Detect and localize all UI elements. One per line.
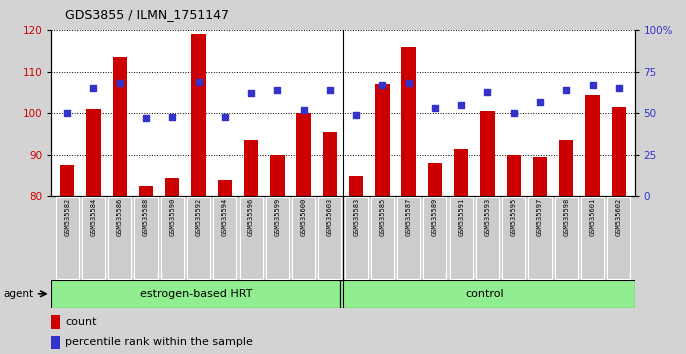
Point <box>377 82 388 88</box>
Text: GDS3855 / ILMN_1751147: GDS3855 / ILMN_1751147 <box>65 8 229 21</box>
Point <box>587 82 598 88</box>
Point <box>88 85 99 91</box>
Point <box>429 105 440 111</box>
Bar <box>51 280 340 308</box>
Text: percentile rank within the sample: percentile rank within the sample <box>65 337 253 348</box>
Bar <box>506 155 521 196</box>
Bar <box>533 157 547 196</box>
Point <box>482 89 493 95</box>
Bar <box>108 197 131 279</box>
Point <box>298 107 309 113</box>
Bar <box>82 197 105 279</box>
Point <box>193 79 204 85</box>
Bar <box>397 197 421 279</box>
Text: control: control <box>466 289 504 299</box>
Bar <box>423 197 447 279</box>
Bar <box>611 107 626 196</box>
Bar <box>165 178 180 196</box>
Bar <box>318 197 342 279</box>
Point <box>508 110 519 116</box>
Bar <box>502 197 525 279</box>
Text: GSM535587: GSM535587 <box>405 198 412 236</box>
Point <box>246 91 257 96</box>
Bar <box>585 95 600 196</box>
Bar <box>113 57 127 196</box>
Text: GSM535598: GSM535598 <box>563 198 569 236</box>
Bar <box>427 163 442 196</box>
Bar <box>401 47 416 196</box>
Text: GSM535603: GSM535603 <box>327 198 333 236</box>
Bar <box>239 197 263 279</box>
Point <box>62 110 73 116</box>
Text: GSM535600: GSM535600 <box>300 198 307 236</box>
Point <box>115 80 126 86</box>
Bar <box>51 336 60 349</box>
Bar <box>322 132 337 196</box>
Bar <box>555 197 578 279</box>
Point <box>351 112 362 118</box>
Bar <box>187 197 210 279</box>
Point <box>560 87 571 93</box>
Point <box>456 102 466 108</box>
Bar <box>217 180 232 196</box>
Bar <box>213 197 237 279</box>
Point <box>272 87 283 93</box>
Bar <box>559 140 573 196</box>
Text: GSM535601: GSM535601 <box>589 198 595 236</box>
Point <box>220 114 230 119</box>
Text: GSM535585: GSM535585 <box>379 198 386 236</box>
Point <box>324 87 335 93</box>
Text: count: count <box>65 317 97 327</box>
Point <box>141 115 152 121</box>
Bar <box>292 197 315 279</box>
Point <box>403 80 414 86</box>
Bar <box>581 197 604 279</box>
Text: GSM535583: GSM535583 <box>353 198 359 236</box>
Text: estrogen-based HRT: estrogen-based HRT <box>140 289 252 299</box>
Bar <box>454 149 469 196</box>
Bar <box>528 197 552 279</box>
Bar <box>340 280 635 308</box>
Text: GSM535590: GSM535590 <box>169 198 175 236</box>
Bar <box>480 111 495 196</box>
Bar <box>56 197 79 279</box>
Bar <box>270 155 285 196</box>
Text: GSM535591: GSM535591 <box>458 198 464 236</box>
Bar <box>191 34 206 196</box>
Text: GSM535594: GSM535594 <box>222 198 228 236</box>
Text: GSM535586: GSM535586 <box>117 198 123 236</box>
Bar <box>607 197 630 279</box>
Bar <box>139 186 153 196</box>
Bar <box>265 197 289 279</box>
Bar <box>476 197 499 279</box>
Bar <box>371 197 394 279</box>
Text: GSM535584: GSM535584 <box>91 198 97 236</box>
Bar <box>296 113 311 196</box>
Bar <box>51 315 60 329</box>
Text: GSM535599: GSM535599 <box>274 198 281 236</box>
Bar <box>161 197 184 279</box>
Bar <box>344 197 368 279</box>
Bar <box>449 197 473 279</box>
Point <box>534 99 545 104</box>
Bar <box>86 109 101 196</box>
Text: GSM535602: GSM535602 <box>616 198 622 236</box>
Text: GSM535588: GSM535588 <box>143 198 149 236</box>
Bar <box>134 197 158 279</box>
Point <box>613 85 624 91</box>
Bar <box>375 84 390 196</box>
Text: GSM535596: GSM535596 <box>248 198 254 236</box>
Text: GSM535595: GSM535595 <box>511 198 517 236</box>
Bar <box>244 140 259 196</box>
Bar <box>349 176 364 196</box>
Text: GSM535592: GSM535592 <box>196 198 202 236</box>
Point <box>167 114 178 119</box>
Text: GSM535597: GSM535597 <box>537 198 543 236</box>
Bar <box>60 165 75 196</box>
Text: GSM535582: GSM535582 <box>64 198 70 236</box>
Text: GSM535589: GSM535589 <box>432 198 438 236</box>
Text: agent: agent <box>3 289 34 299</box>
Text: GSM535593: GSM535593 <box>484 198 490 236</box>
